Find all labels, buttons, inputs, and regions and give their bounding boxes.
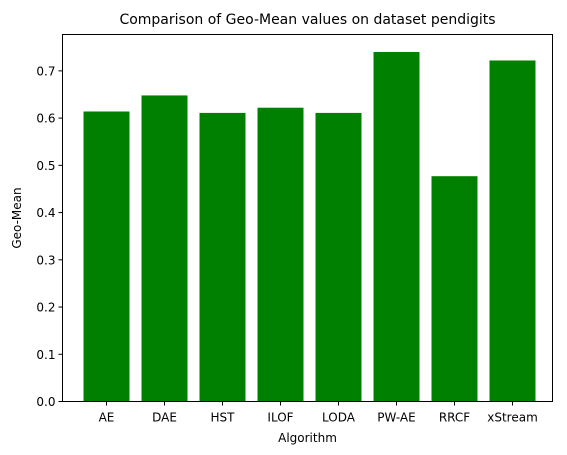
x-axis-label: Algorithm xyxy=(278,431,337,445)
y-tick-label: 0.2 xyxy=(36,301,55,315)
bars-group xyxy=(83,51,536,402)
x-tick-label: PW-AE xyxy=(377,411,415,425)
bar-loda xyxy=(315,112,362,402)
chart-title: Comparison of Geo-Mean values on dataset… xyxy=(119,12,495,28)
bar-xstream xyxy=(489,60,536,402)
x-tick-label: DAE xyxy=(152,411,177,425)
y-tick-label: 0.3 xyxy=(36,253,55,267)
x-tick-label: ILOF xyxy=(267,411,293,425)
y-tick-label: 0.5 xyxy=(36,159,55,173)
plot-frame xyxy=(62,34,553,402)
y-tick-label: 0.0 xyxy=(36,395,55,409)
bar-ilof xyxy=(257,107,304,402)
y-tick-label: 0.4 xyxy=(36,206,55,220)
bar-pw-ae xyxy=(373,51,420,402)
y-tick-label: 0.7 xyxy=(36,64,55,78)
y-axis-ticks: 0.0 0.1 0.2 0.3 0.4 0.5 0.6 0.7 xyxy=(36,64,63,409)
x-tick-label: AE xyxy=(99,411,115,425)
x-tick-label: xStream xyxy=(487,411,538,425)
y-tick-label: 0.1 xyxy=(36,348,55,362)
bar-ae xyxy=(83,111,130,402)
x-tick-label: LODA xyxy=(322,411,356,425)
bar-dae xyxy=(141,95,188,402)
x-tick-label: RRCF xyxy=(439,411,470,425)
y-axis-label: Geo-Mean xyxy=(10,187,24,248)
bar-hst xyxy=(199,112,246,402)
x-tick-label: HST xyxy=(211,411,236,425)
x-axis-ticks: AE DAE HST ILOF LODA PW-AE RRCF xStream xyxy=(99,401,538,425)
y-tick-label: 0.6 xyxy=(36,112,55,126)
bar-rrcf xyxy=(431,176,478,402)
